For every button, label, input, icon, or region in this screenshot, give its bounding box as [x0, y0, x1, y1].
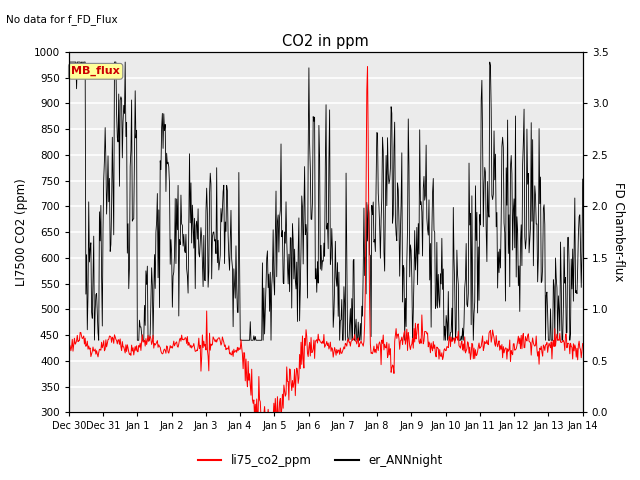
Y-axis label: FD Chamber-flux: FD Chamber-flux: [612, 182, 625, 282]
Y-axis label: LI7500 CO2 (ppm): LI7500 CO2 (ppm): [15, 178, 28, 286]
Title: CO2 in ppm: CO2 in ppm: [282, 34, 369, 49]
Text: MB_flux: MB_flux: [71, 66, 120, 76]
Legend: li75_co2_ppm, er_ANNnight: li75_co2_ppm, er_ANNnight: [193, 449, 447, 472]
Text: No data for f_FD_Flux: No data for f_FD_Flux: [6, 14, 118, 25]
